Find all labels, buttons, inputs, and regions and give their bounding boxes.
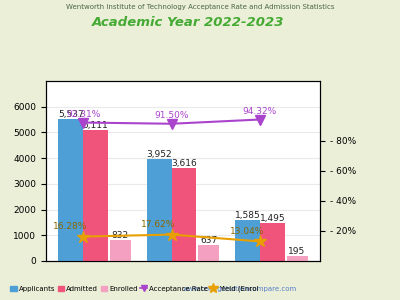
Bar <box>198 244 219 261</box>
Bar <box>172 168 196 261</box>
Text: 13.04%: 13.04% <box>230 227 264 236</box>
Text: www.collegetuitioncompare.com: www.collegetuitioncompare.com <box>183 286 297 292</box>
Text: 17.62%: 17.62% <box>141 220 176 229</box>
Text: 3,616: 3,616 <box>171 159 197 168</box>
Text: 91.50%: 91.50% <box>154 111 189 120</box>
Bar <box>260 223 285 261</box>
Text: 5,537: 5,537 <box>58 110 84 118</box>
Text: Wentworth Institute of Technology Acceptance Rate and Admission Statistics: Wentworth Institute of Technology Accept… <box>66 4 334 10</box>
Text: 832: 832 <box>112 230 129 239</box>
Bar <box>147 159 172 261</box>
Bar <box>58 118 83 261</box>
Text: 637: 637 <box>200 236 217 244</box>
Text: 195: 195 <box>288 247 306 256</box>
Bar <box>110 240 131 261</box>
Bar <box>83 130 108 261</box>
Bar <box>235 220 260 261</box>
Bar <box>286 256 308 261</box>
Text: 1,495: 1,495 <box>260 214 285 223</box>
Text: 1,585: 1,585 <box>235 211 260 220</box>
Text: 3,952: 3,952 <box>146 150 172 159</box>
Text: 5,111: 5,111 <box>83 121 108 130</box>
Text: Academic Year 2022-2023: Academic Year 2022-2023 <box>92 16 284 29</box>
Text: 16.28%: 16.28% <box>53 222 87 231</box>
Text: 94.32%: 94.32% <box>243 106 277 116</box>
Text: 92.31%: 92.31% <box>66 110 100 118</box>
Legend: Applicants, Admitted, Enrolled, Acceptance Rate, Yield (Enrol: Applicants, Admitted, Enrolled, Acceptan… <box>8 283 261 295</box>
